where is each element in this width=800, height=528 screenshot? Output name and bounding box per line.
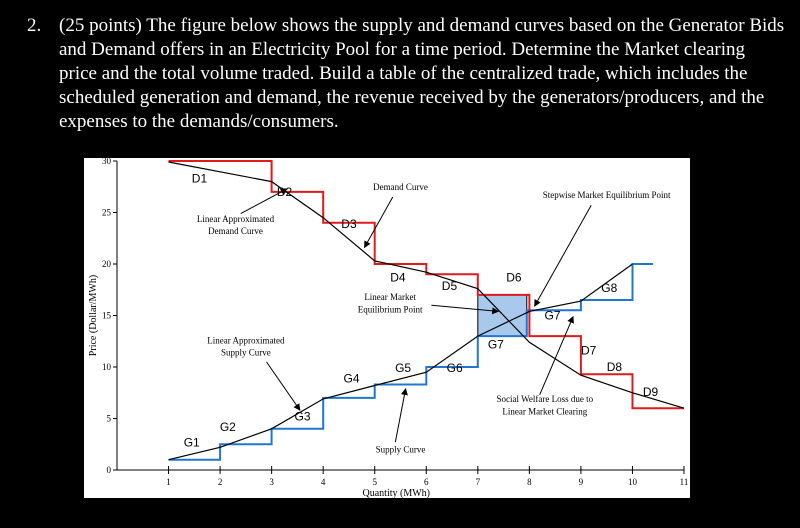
annotation-arrow <box>266 361 301 411</box>
x-tick-label: 6 <box>424 477 429 487</box>
linear-approximated-supply-curve-line <box>168 263 633 461</box>
step-label-d7: D7 <box>581 344 597 358</box>
step-label-g3: G3 <box>295 410 311 424</box>
annotation-text: Linear Market <box>364 292 416 302</box>
annotation-text: Linear Approximated <box>207 335 285 345</box>
annotation-text: Demand Curve <box>208 226 263 236</box>
x-tick-label: 4 <box>321 477 326 487</box>
step-label-g5: G5 <box>395 361 411 375</box>
step-label-d8: D8 <box>607 360 623 374</box>
step-label-g2: G2 <box>220 420 236 434</box>
annotation-arrow <box>539 315 574 396</box>
annotation-text: Equilibrium Point <box>358 304 423 314</box>
annotation-arrow <box>240 188 288 214</box>
question-text: (25 points) The figure below shows the s… <box>59 15 785 132</box>
x-tick-label: 11 <box>680 477 689 487</box>
y-tick-label: 30 <box>102 158 112 166</box>
step-label-d9: D9 <box>643 385 659 399</box>
annotation-text: Linear Market Clearing <box>502 406 587 416</box>
linear-approximated-demand-curve-line <box>168 161 685 409</box>
annotation-arrow <box>394 387 408 443</box>
annotation-text: Social Welfare Loss due to <box>497 394 594 404</box>
y-axis-label: Price (Dollar/MWh) <box>88 275 99 356</box>
annotation-text: Stepwise Market Equilibrium Point <box>543 190 671 200</box>
annotation-text: Supply Curve <box>376 444 426 454</box>
welfare-loss-region <box>477 294 528 337</box>
annotation-arrow <box>534 205 592 307</box>
y-tick-label: 10 <box>102 362 112 372</box>
question-number: 2. <box>27 15 42 36</box>
annotation-arrow <box>431 304 500 315</box>
step-label-d5: D5 <box>442 279 458 293</box>
step-label-d1: D1 <box>192 172 208 186</box>
supply-demand-figure: 0 5 10 15 20 25 30 1 2 3 4 5 6 7 8 9 10 11 Quantity (MWh) P… <box>84 158 690 498</box>
y-tick-label: 15 <box>102 311 112 321</box>
step-label-g7: G7 <box>488 337 504 351</box>
annotation-text: Demand Curve <box>373 182 428 192</box>
step-label-g8: G8 <box>601 281 617 295</box>
x-tick-label: 3 <box>269 477 274 487</box>
y-tick-label: 20 <box>102 259 112 269</box>
x-axis-label: Quantity (MWh) <box>363 488 431 498</box>
x-tick-label: 9 <box>579 477 584 487</box>
x-tick-label: 2 <box>218 477 223 487</box>
step-label-g1: G1 <box>184 435 200 449</box>
x-tick-label: 8 <box>527 477 532 487</box>
x-tick-label: 7 <box>476 477 481 487</box>
demand-curve-line <box>168 160 684 410</box>
x-tick-label: 5 <box>372 477 377 487</box>
supply-curve-line <box>168 263 654 461</box>
annotation-text: Linear Approximated <box>197 214 275 224</box>
annotation-text: Supply Curve <box>221 348 271 358</box>
x-tick-label: 1 <box>166 477 171 487</box>
step-label-d6: D6 <box>506 271 522 285</box>
step-label-g7: G7 <box>545 309 561 323</box>
step-label-g4: G4 <box>344 371 360 385</box>
y-tick-label: 25 <box>102 208 112 218</box>
annotation-arrow <box>363 196 394 249</box>
step-label-d3: D3 <box>341 217 357 231</box>
y-tick-label: 0 <box>107 465 112 475</box>
y-tick-label: 5 <box>107 414 112 424</box>
x-tick-label: 10 <box>628 477 638 487</box>
step-label-g6: G6 <box>447 361 463 375</box>
step-label-d4: D4 <box>390 271 406 285</box>
step-label-d2: D2 <box>277 185 293 199</box>
supply-demand-chart: 0 5 10 15 20 25 30 1 2 3 4 5 6 7 8 9 10 11 Quantity (MWh) P… <box>88 158 689 498</box>
